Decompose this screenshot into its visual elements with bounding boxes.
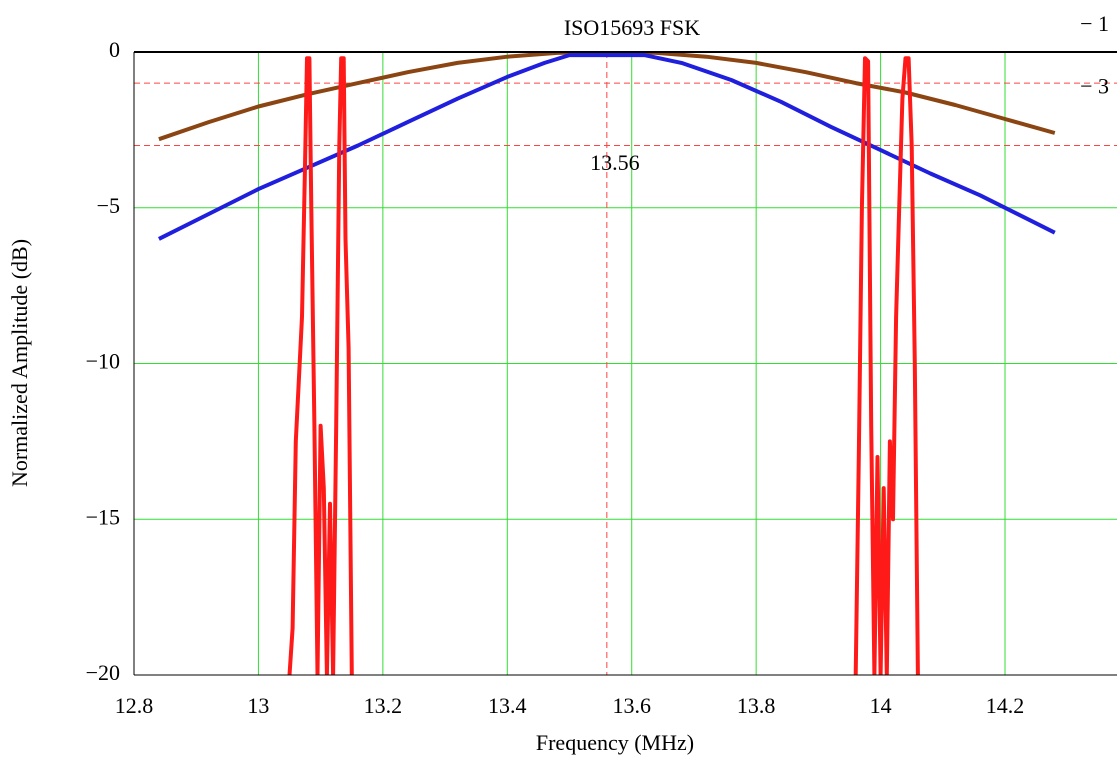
x-tick-label: 13.6 bbox=[612, 693, 651, 718]
marker-label: 13.56 bbox=[590, 150, 640, 175]
y-tick-label: −15 bbox=[86, 504, 120, 529]
x-tick-label: 14.2 bbox=[986, 693, 1025, 718]
x-tick-label: 13.4 bbox=[488, 693, 527, 718]
marker-label: − 1 bbox=[1080, 11, 1109, 36]
x-tick-label: 13 bbox=[247, 693, 269, 718]
y-tick-label: 0 bbox=[109, 37, 120, 62]
x-axis-label: Frequency (MHz) bbox=[536, 730, 694, 755]
plot-area bbox=[158, 52, 1056, 675]
x-tick-label: 12.8 bbox=[115, 693, 154, 718]
x-tick-label: 13.2 bbox=[364, 693, 403, 718]
series-line bbox=[158, 53, 1056, 241]
chart-title: ISO15693 FSK bbox=[564, 15, 700, 40]
y-axis-label: Normalized Amplitude (dB) bbox=[7, 239, 32, 487]
y-tick-label: −5 bbox=[97, 193, 120, 218]
x-tick-label: 14 bbox=[870, 693, 892, 718]
x-tick-label: 13.8 bbox=[737, 693, 776, 718]
marker-label: − 3 bbox=[1080, 73, 1109, 98]
series-line bbox=[287, 56, 920, 675]
y-tick-label: −20 bbox=[86, 660, 120, 685]
y-tick-label: −10 bbox=[86, 349, 120, 374]
